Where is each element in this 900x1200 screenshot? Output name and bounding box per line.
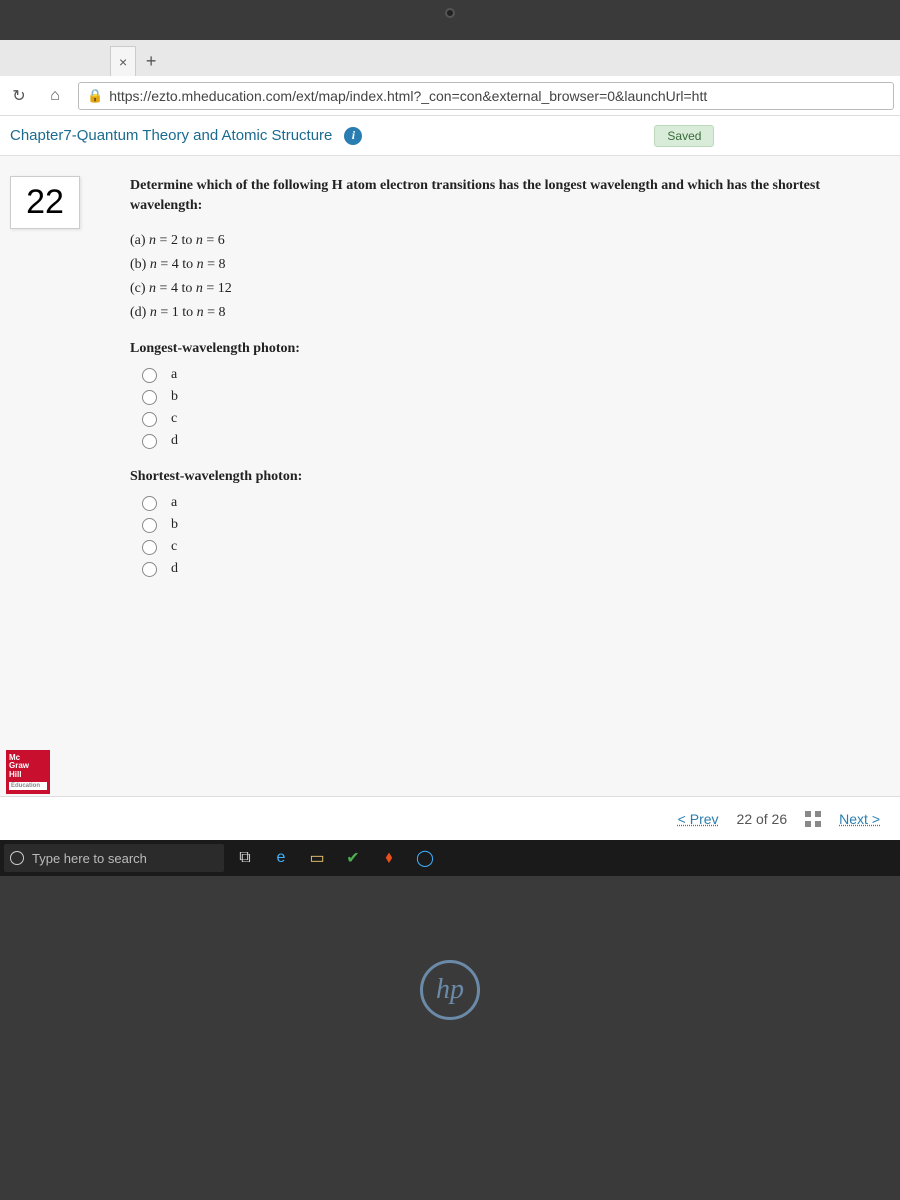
choice-label: b — [171, 389, 178, 405]
page-position: 22 of 26 — [737, 811, 788, 827]
radio-icon[interactable] — [142, 562, 157, 577]
taskbar-app-icon[interactable]: ✔ — [338, 844, 368, 872]
taskbar-app-icon[interactable]: e — [266, 844, 296, 872]
assignment-header: Chapter7-Quantum Theory and Atomic Struc… — [0, 116, 900, 156]
taskbar-search[interactable]: Type here to search — [4, 844, 224, 872]
lock-icon: 🔒 — [87, 88, 103, 104]
shortest-choice-c[interactable]: c — [142, 539, 880, 555]
radio-icon[interactable] — [142, 434, 157, 449]
hp-logo: hp — [420, 960, 480, 1020]
webcam-dot — [445, 8, 455, 18]
assignment-title: Chapter7-Quantum Theory and Atomic Struc… — [10, 127, 332, 144]
question-grid-icon[interactable] — [805, 811, 821, 827]
mcgraw-hill-logo: Mc Graw Hill Education — [6, 750, 50, 794]
longest-choice-d[interactable]: d — [142, 433, 880, 449]
radio-icon[interactable] — [142, 540, 157, 555]
next-button[interactable]: Next > — [839, 811, 880, 827]
longest-choice-c[interactable]: c — [142, 411, 880, 427]
radio-icon[interactable] — [142, 518, 157, 533]
home-icon[interactable]: ⌂ — [42, 87, 68, 105]
choice-label: d — [171, 433, 178, 449]
screen: × + ↻ ⌂ 🔒 https://ezto.mheducation.com/e… — [0, 40, 900, 840]
question-nav: < Prev 22 of 26 Next > — [0, 796, 900, 840]
cortana-icon — [10, 851, 24, 865]
new-tab-button[interactable]: + — [136, 46, 166, 76]
choice-label: a — [171, 367, 177, 383]
longest-choice-a[interactable]: a — [142, 367, 880, 383]
shortest-choice-a[interactable]: a — [142, 495, 880, 511]
browser-tab-bar: × + — [0, 40, 900, 76]
longest-choice-b[interactable]: b — [142, 389, 880, 405]
radio-icon[interactable] — [142, 412, 157, 427]
logo-line: Hill — [9, 771, 47, 780]
url-input[interactable]: 🔒 https://ezto.mheducation.com/ext/map/i… — [78, 82, 894, 110]
option-d: (d) n = 1 to n = 8 — [130, 305, 880, 321]
radio-icon[interactable] — [142, 390, 157, 405]
shortest-label: Shortest-wavelength photon: — [130, 469, 880, 485]
address-bar: ↻ ⌂ 🔒 https://ezto.mheducation.com/ext/m… — [0, 76, 900, 116]
close-tab-icon[interactable]: × — [119, 54, 127, 70]
file-explorer-icon[interactable]: ▭ — [302, 844, 332, 872]
choice-label: b — [171, 517, 178, 533]
question-body: Determine which of the following H atom … — [100, 156, 900, 796]
refresh-icon[interactable]: ↻ — [6, 86, 32, 106]
url-text: https://ezto.mheducation.com/ext/map/ind… — [109, 88, 707, 104]
edge-icon[interactable]: ◯ — [410, 844, 440, 872]
question-number: 22 — [10, 176, 80, 229]
radio-icon[interactable] — [142, 368, 157, 383]
option-b: (b) n = 4 to n = 8 — [130, 257, 880, 273]
saved-badge: Saved — [654, 125, 714, 147]
choice-label: a — [171, 495, 177, 511]
longest-label: Longest-wavelength photon: — [130, 341, 880, 357]
choice-label: d — [171, 561, 178, 577]
task-view-icon[interactable]: ⧉ — [230, 844, 260, 872]
option-a: (a) n = 2 to n = 6 — [130, 233, 880, 249]
question-number-column: 22 — [0, 156, 100, 796]
office-icon[interactable]: ⬧ — [374, 844, 404, 872]
search-placeholder: Type here to search — [32, 851, 147, 866]
prev-button[interactable]: < Prev — [678, 811, 719, 827]
shortest-choice-d[interactable]: d — [142, 561, 880, 577]
radio-icon[interactable] — [142, 496, 157, 511]
question-prompt: Determine which of the following H atom … — [130, 176, 880, 215]
windows-taskbar: Type here to search ⧉ e ▭ ✔ ⬧ ◯ — [0, 840, 900, 876]
choice-label: c — [171, 539, 177, 555]
question-area: 22 Determine which of the following H at… — [0, 156, 900, 796]
shortest-choice-b[interactable]: b — [142, 517, 880, 533]
browser-tab[interactable]: × — [110, 46, 136, 76]
choice-label: c — [171, 411, 177, 427]
logo-line: Education — [9, 782, 47, 791]
option-c: (c) n = 4 to n = 12 — [130, 281, 880, 297]
info-icon[interactable]: i — [344, 127, 362, 145]
